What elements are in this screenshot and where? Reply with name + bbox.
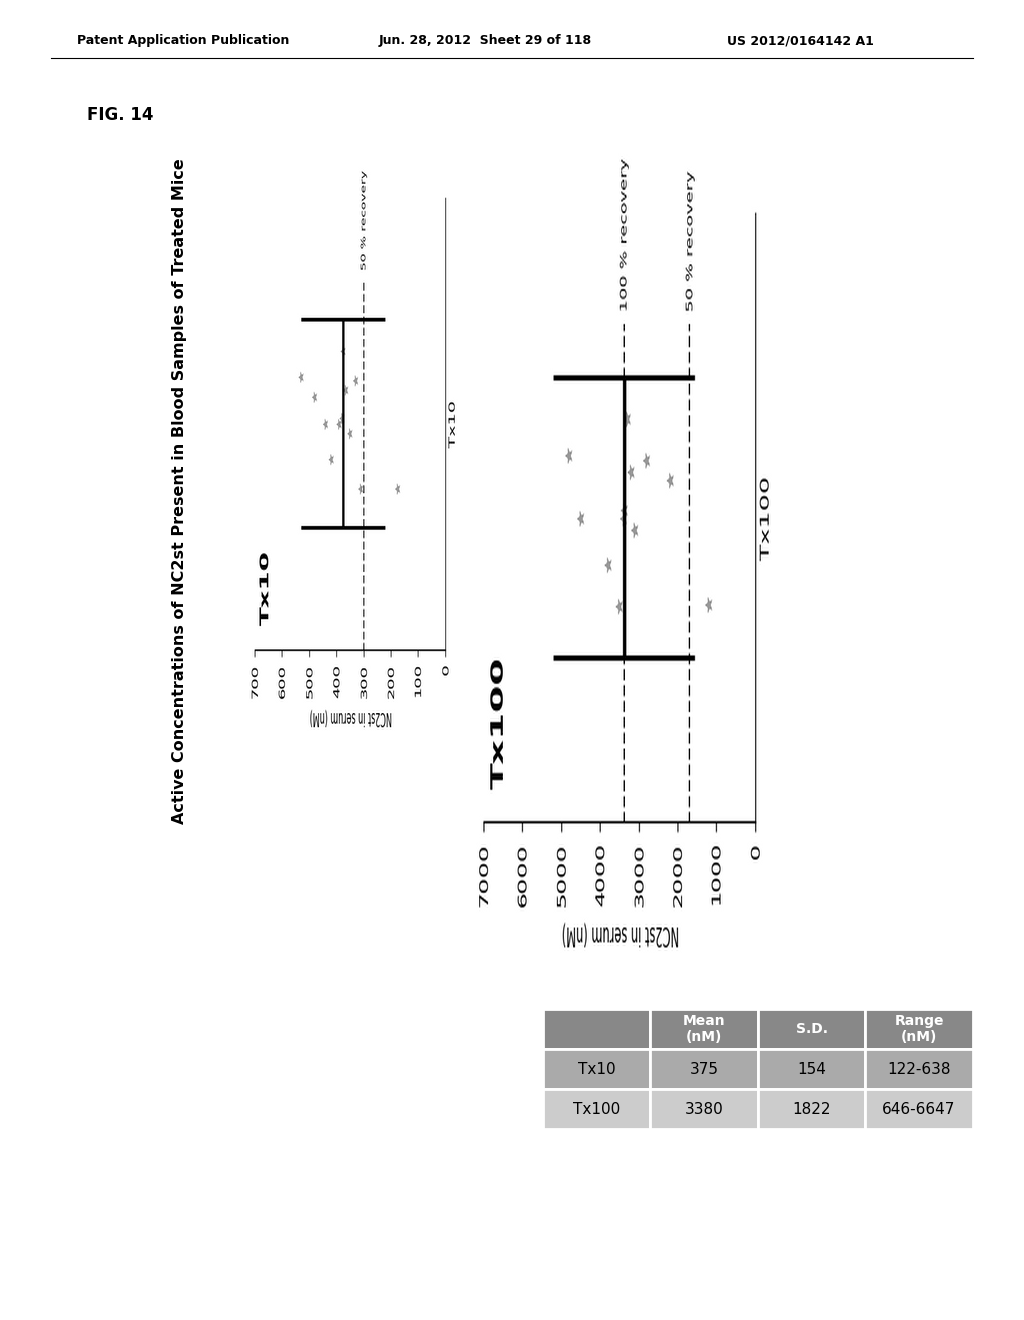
Text: Active Concentrations of NC2st Present in Blood Samples of Treated Mice: Active Concentrations of NC2st Present i… bbox=[172, 158, 186, 824]
Text: FIG. 14: FIG. 14 bbox=[87, 106, 154, 124]
Text: Jun. 28, 2012  Sheet 29 of 118: Jun. 28, 2012 Sheet 29 of 118 bbox=[379, 34, 592, 48]
Text: Patent Application Publication: Patent Application Publication bbox=[77, 34, 289, 48]
Text: US 2012/0164142 A1: US 2012/0164142 A1 bbox=[727, 34, 873, 48]
